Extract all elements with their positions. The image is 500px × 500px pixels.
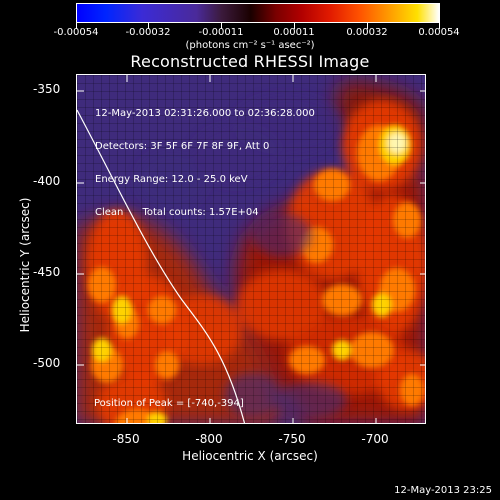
- y-tick-label: -450: [33, 265, 61, 279]
- x-tick-label: -800: [195, 432, 223, 446]
- limb-line: [77, 109, 246, 423]
- colorbar-label: -0.00011: [198, 27, 244, 38]
- x-tick-label: -750: [278, 432, 306, 446]
- energy-range-text: Energy Range: 12.0 - 25.0 keV: [95, 174, 248, 185]
- y-tick-label: -400: [33, 174, 61, 188]
- x-tick-label: -700: [361, 432, 389, 446]
- y-tick-label: -500: [33, 356, 61, 370]
- colorbar-label: 0.00054: [418, 27, 460, 38]
- y-ticks: [77, 90, 425, 366]
- plot-title: Reconstructed RHESSI Image: [130, 52, 370, 71]
- x-tick-label: -850: [112, 432, 140, 446]
- colorbar: [76, 3, 440, 23]
- colorbar-units: (photons cm⁻² s⁻¹ asec⁻²): [185, 40, 315, 51]
- observation-info: 12-May-2013 02:31:26.000 to 02:36:28.000…: [95, 86, 315, 229]
- colorbar-label: -0.00054: [53, 27, 99, 38]
- footer-timestamp: 12-May-2013 23:25: [394, 485, 492, 496]
- y-axis-label: Heliocentric Y (arcsec): [18, 197, 32, 333]
- y-tick-label: -350: [33, 82, 61, 96]
- detectors-text: Detectors: 3F 5F 6F 7F 8F 9F, Att 0: [95, 141, 270, 152]
- rhessi-image-panel: [76, 74, 426, 424]
- colorbar-label: -0.00032: [125, 27, 171, 38]
- x-ticks: [126, 75, 377, 423]
- colorbar-label: 0.00032: [346, 27, 388, 38]
- colorbar-label: 0.00011: [273, 27, 315, 38]
- rhessi-heatmap: [77, 75, 425, 423]
- peak-position-text: Position of Peak = [-740,-394]: [94, 398, 244, 409]
- time-range-text: 12-May-2013 02:31:26.000 to 02:36:28.000: [95, 108, 315, 119]
- colorbar-ticks: [76, 22, 440, 32]
- x-axis-label: Heliocentric X (arcsec): [182, 449, 318, 463]
- method-counts-text: Clean Total counts: 1.57E+04: [95, 207, 259, 218]
